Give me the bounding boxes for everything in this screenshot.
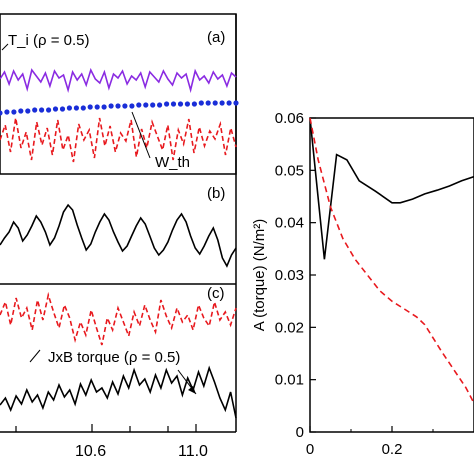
wth-point xyxy=(170,101,177,107)
wth-point xyxy=(191,101,197,107)
wth-point xyxy=(212,100,218,106)
wth-point xyxy=(80,105,86,111)
right-series-line-1 xyxy=(309,117,474,404)
y-tick-label: 0.04 xyxy=(275,215,304,232)
wth-point xyxy=(25,108,31,114)
x-tick-label-11.0: 11.0 xyxy=(178,443,208,460)
wth-point xyxy=(11,109,17,115)
wth-point xyxy=(66,105,72,111)
right-series xyxy=(309,117,474,404)
jxb-annotation-leader xyxy=(29,349,41,363)
wth-point xyxy=(150,102,156,108)
wth-point xyxy=(0,110,3,116)
(a)-series-line-2 xyxy=(0,117,237,163)
(c)-series-line-0 xyxy=(0,291,237,346)
wth-point xyxy=(129,103,135,109)
wth-point xyxy=(233,100,239,106)
(a)-series-line-0 xyxy=(0,67,237,94)
left-x-ticks xyxy=(15,424,197,432)
panel-a-series xyxy=(0,67,239,163)
wth-point xyxy=(115,103,121,109)
jxb-annotation: JxB torque (ρ = 0.5) xyxy=(48,349,180,366)
wth-point xyxy=(226,100,232,106)
y-tick-label: 0.05 xyxy=(275,162,304,179)
right-y-axis-label: A (torque) (N/m²) xyxy=(251,219,268,332)
panel-b-letter: (b) xyxy=(207,185,225,202)
y-tick-label: 0.06 xyxy=(275,110,304,127)
right-x-axis: 0 0.2 xyxy=(306,426,434,458)
wth-point xyxy=(32,107,38,113)
wth-point xyxy=(101,104,107,110)
x-tick-label-10.6: 10.6 xyxy=(75,443,106,460)
wth-point xyxy=(59,106,66,112)
wth-point xyxy=(87,104,93,110)
wth-point xyxy=(4,109,10,115)
(c)-series-line-1 xyxy=(0,365,237,419)
jxb-annotation-arrowhead xyxy=(188,386,196,394)
wth-annotation-arrow xyxy=(131,111,151,159)
wth-point xyxy=(136,102,142,108)
wth-point xyxy=(73,105,79,111)
(b)-series-line-0 xyxy=(0,203,237,268)
wth-point xyxy=(184,101,190,107)
wth-point xyxy=(177,101,184,107)
x-tick-label: 0.2 xyxy=(382,441,403,458)
right-series-line-0 xyxy=(309,117,474,260)
panel-b-series xyxy=(0,203,237,268)
wth-point xyxy=(46,107,52,113)
wth-point xyxy=(18,108,24,114)
wth-point xyxy=(164,101,170,107)
y-tick-label: 0.03 xyxy=(275,267,304,284)
wth-point xyxy=(198,100,204,106)
wth-point xyxy=(157,102,163,108)
wth-point xyxy=(108,103,114,109)
wth-annotation: W_th xyxy=(155,154,190,171)
ti-annotation: T_i (ρ = 0.5) xyxy=(8,32,89,49)
wth-point xyxy=(219,100,225,106)
y-tick-label: 0 xyxy=(296,424,304,441)
panel-c-series xyxy=(0,291,237,419)
wth-point xyxy=(94,104,100,110)
panel-c-letter: (c) xyxy=(207,285,225,302)
left-panels xyxy=(0,13,237,433)
x-tick-label: 0 xyxy=(306,441,314,458)
y-tick-label: 0.01 xyxy=(275,372,304,389)
wth-point xyxy=(122,103,128,109)
wth-point xyxy=(52,106,59,112)
y-tick-label: 0.02 xyxy=(275,319,304,336)
ti-annotation-leader xyxy=(1,43,9,51)
wth-point xyxy=(143,102,149,108)
right-y-axis: 0 0.01 0.02 0.03 0.04 0.05 0.06 xyxy=(275,110,316,441)
right-panel: 00.010.020.030.040.050.06 0 0.2 A (torque… xyxy=(251,110,474,458)
wth-point xyxy=(39,107,45,113)
panel-a-letter: (a) xyxy=(207,29,225,46)
wth-point xyxy=(205,100,211,106)
